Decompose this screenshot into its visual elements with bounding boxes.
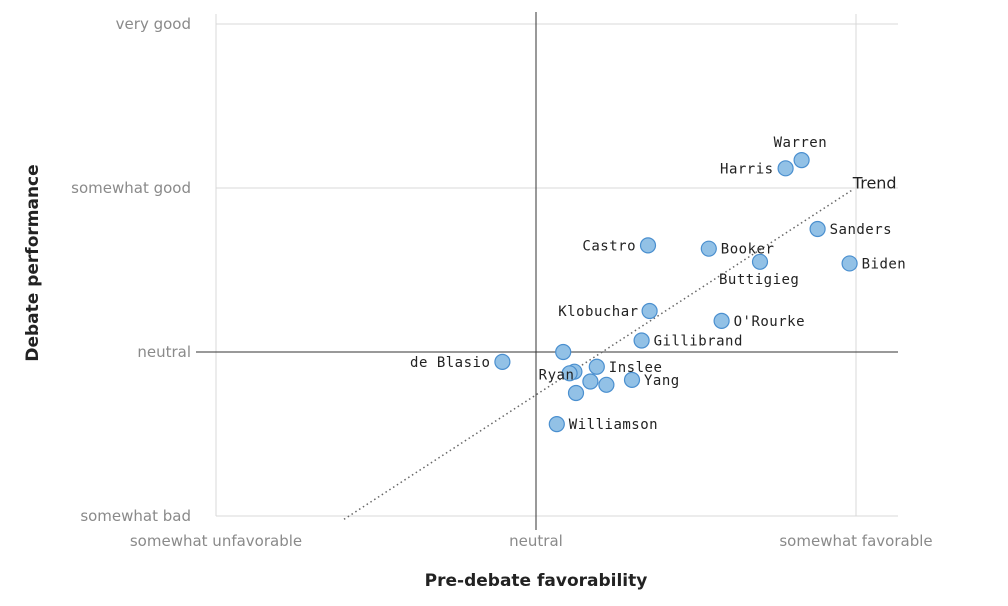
point-label-inslee: Inslee bbox=[609, 360, 663, 376]
data-point-sanders bbox=[809, 220, 826, 238]
y-axis-title: Debate performance bbox=[23, 164, 43, 361]
point-label-biden: Biden bbox=[862, 256, 907, 272]
point-label-warren: Warren bbox=[774, 135, 828, 151]
point-label-williamson: Williamson bbox=[569, 417, 658, 433]
y-tick-label: very good bbox=[116, 15, 191, 33]
point-label-o-rourke: O'Rourke bbox=[734, 314, 805, 330]
y-tick-label: neutral bbox=[137, 343, 191, 361]
data-point-unlabeled bbox=[561, 365, 578, 382]
point-label-buttigieg: Buttigieg bbox=[719, 272, 799, 288]
point-label-castro: Castro bbox=[582, 238, 636, 254]
x-tick-label: neutral bbox=[509, 532, 563, 550]
data-point-inslee bbox=[588, 358, 605, 375]
trend-line bbox=[343, 189, 854, 520]
point-label-yang: Yang bbox=[644, 373, 680, 389]
point-label-harris: Harris bbox=[720, 161, 774, 177]
point-label-sanders: Sanders bbox=[830, 222, 893, 238]
point-label-klobuchar: Klobuchar bbox=[558, 304, 638, 320]
data-point-de-blasio bbox=[494, 353, 511, 370]
y-tick-label: somewhat bad bbox=[80, 507, 191, 525]
data-point-biden bbox=[841, 255, 858, 272]
data-point-buttigieg bbox=[751, 253, 769, 270]
data-point-unlabeled bbox=[567, 384, 585, 402]
data-point-warren bbox=[793, 152, 810, 169]
tick-labels: somewhat bad neutral somewhat good very goo… bbox=[71, 15, 932, 550]
data-point-williamson bbox=[548, 416, 565, 433]
gridlines bbox=[215, 14, 898, 517]
point-label-ryan: Ryan bbox=[539, 368, 575, 384]
data-point-unlabeled bbox=[598, 376, 615, 393]
data-point-yang bbox=[623, 371, 641, 388]
x-tick-label: somewhat unfavorable bbox=[130, 532, 302, 550]
x-axis-title: Pre-debate favorability bbox=[425, 571, 648, 591]
data-point-castro bbox=[639, 237, 657, 254]
y-tick-label: somewhat good bbox=[71, 179, 191, 197]
trend-label: Trend bbox=[852, 174, 897, 193]
data-point-klobuchar bbox=[641, 302, 658, 320]
data-points bbox=[494, 152, 858, 433]
x-tick-label: somewhat favorable bbox=[779, 532, 932, 550]
data-point-gillibrand bbox=[633, 332, 650, 349]
data-point-unlabeled bbox=[555, 343, 572, 361]
point-label-booker: Booker bbox=[721, 242, 775, 258]
data-point-unlabeled bbox=[582, 373, 599, 390]
data-point-booker bbox=[700, 240, 717, 257]
trend-line-group: Trend bbox=[343, 174, 897, 520]
data-point-o-rourke bbox=[713, 312, 730, 329]
point-label-de-blasio: de Blasio bbox=[410, 355, 490, 371]
point-label-gillibrand: Gillibrand bbox=[654, 334, 743, 350]
data-point-harris bbox=[777, 160, 794, 177]
reference-lines bbox=[196, 12, 898, 530]
